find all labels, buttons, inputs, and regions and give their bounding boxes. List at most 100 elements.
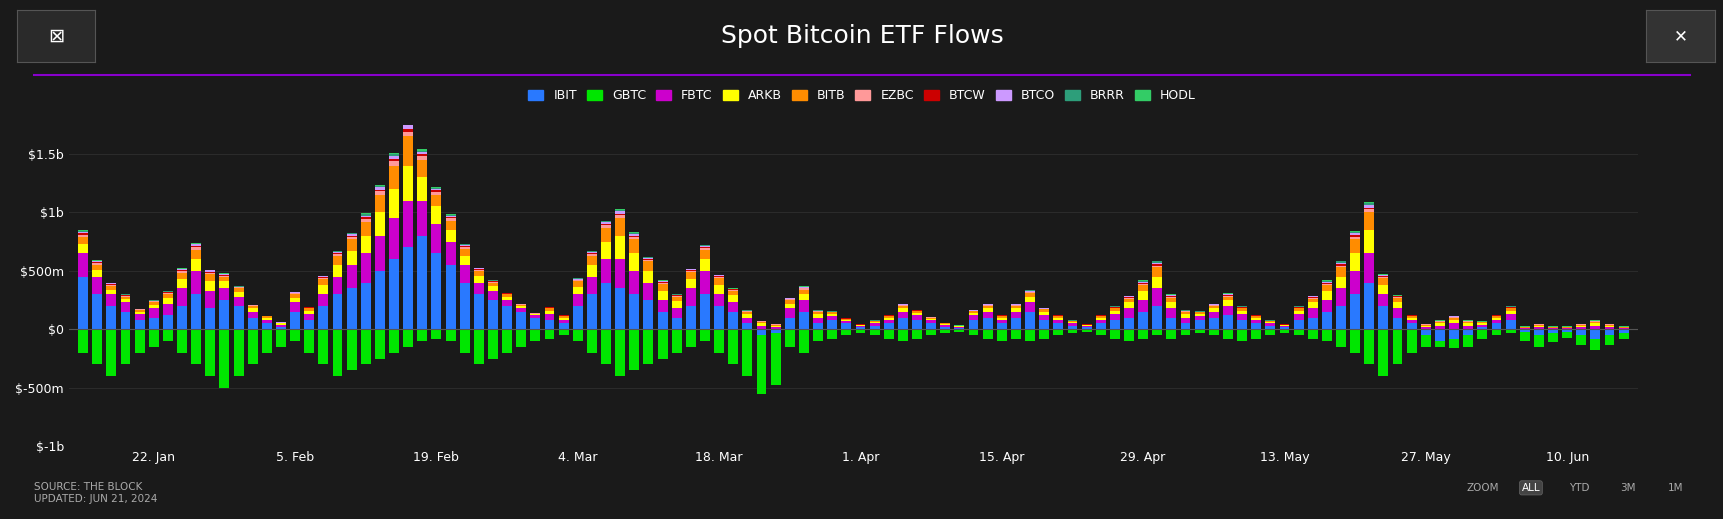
Bar [1335,330,1346,347]
Bar [841,323,851,330]
Bar [276,327,286,330]
Bar [134,320,145,330]
Bar [1590,322,1599,323]
Bar [1575,327,1585,330]
Bar [262,318,272,320]
Bar [727,330,737,364]
Bar [1575,326,1585,327]
Bar [1308,303,1316,308]
Bar [727,295,737,303]
Bar [431,190,441,192]
Bar [784,298,794,299]
Bar [219,300,229,330]
Bar [925,323,936,330]
Bar [756,326,767,330]
Bar [191,244,202,246]
Bar [191,259,202,271]
Bar [121,303,131,312]
Bar [248,312,257,318]
Bar [1420,335,1430,347]
Bar [374,186,384,187]
Bar [686,272,696,279]
Bar [403,125,414,129]
Bar [911,311,922,313]
Bar [403,136,414,166]
Bar [813,318,822,323]
Bar [713,277,724,278]
Bar [1322,330,1332,341]
Bar [1222,306,1232,315]
Bar [389,218,398,259]
Bar [1265,321,1275,322]
Bar [868,321,879,322]
Bar [1335,264,1346,266]
Bar [191,243,202,244]
Bar [205,281,215,291]
Bar [996,323,1006,330]
Bar [93,270,102,277]
Bar [1166,330,1175,339]
Bar [700,248,710,250]
Bar [1096,330,1104,335]
Bar [389,159,398,161]
Text: ALL: ALL [1521,483,1539,493]
Bar [700,259,710,271]
Bar [1308,297,1316,298]
Bar [389,161,398,166]
Bar [743,312,751,314]
Bar [615,218,625,236]
Bar [643,282,653,300]
Bar [319,330,327,364]
Bar [262,330,272,353]
Bar [191,246,202,248]
Bar [601,330,610,364]
Bar [445,330,455,341]
Bar [1166,296,1175,297]
Bar [1378,277,1387,278]
Bar [1123,330,1134,341]
Bar [219,276,229,277]
Bar [601,227,610,241]
Bar [431,253,441,330]
Bar [884,320,893,323]
Bar [460,247,469,249]
Bar [1349,233,1359,236]
Bar [1335,267,1346,277]
Bar [798,288,808,289]
Bar [474,282,484,294]
Bar [460,282,469,330]
Bar [1025,330,1034,341]
Bar [544,320,555,330]
Bar [403,123,414,125]
Bar [121,330,131,364]
Bar [531,314,539,315]
Bar [700,271,710,294]
Bar [586,254,596,256]
Bar [346,233,357,234]
Bar [1406,330,1416,353]
Bar [403,201,414,248]
Bar [1533,326,1542,327]
Bar [798,330,808,353]
Bar [996,320,1006,323]
Bar [78,230,88,231]
Bar [827,312,837,314]
Bar [955,327,963,328]
Bar [501,306,512,330]
Bar [445,214,455,215]
Bar [121,296,131,299]
Bar [319,278,327,279]
Bar [219,275,229,276]
Bar [1575,335,1585,345]
Bar [305,308,314,310]
Bar [1477,325,1487,327]
Bar [431,207,441,224]
Bar [1180,312,1191,314]
Bar [1166,308,1175,318]
Bar [374,330,384,359]
Bar [868,326,879,330]
Bar [1392,303,1403,308]
Bar [531,318,539,330]
Bar [1278,325,1289,326]
Bar [841,319,851,320]
